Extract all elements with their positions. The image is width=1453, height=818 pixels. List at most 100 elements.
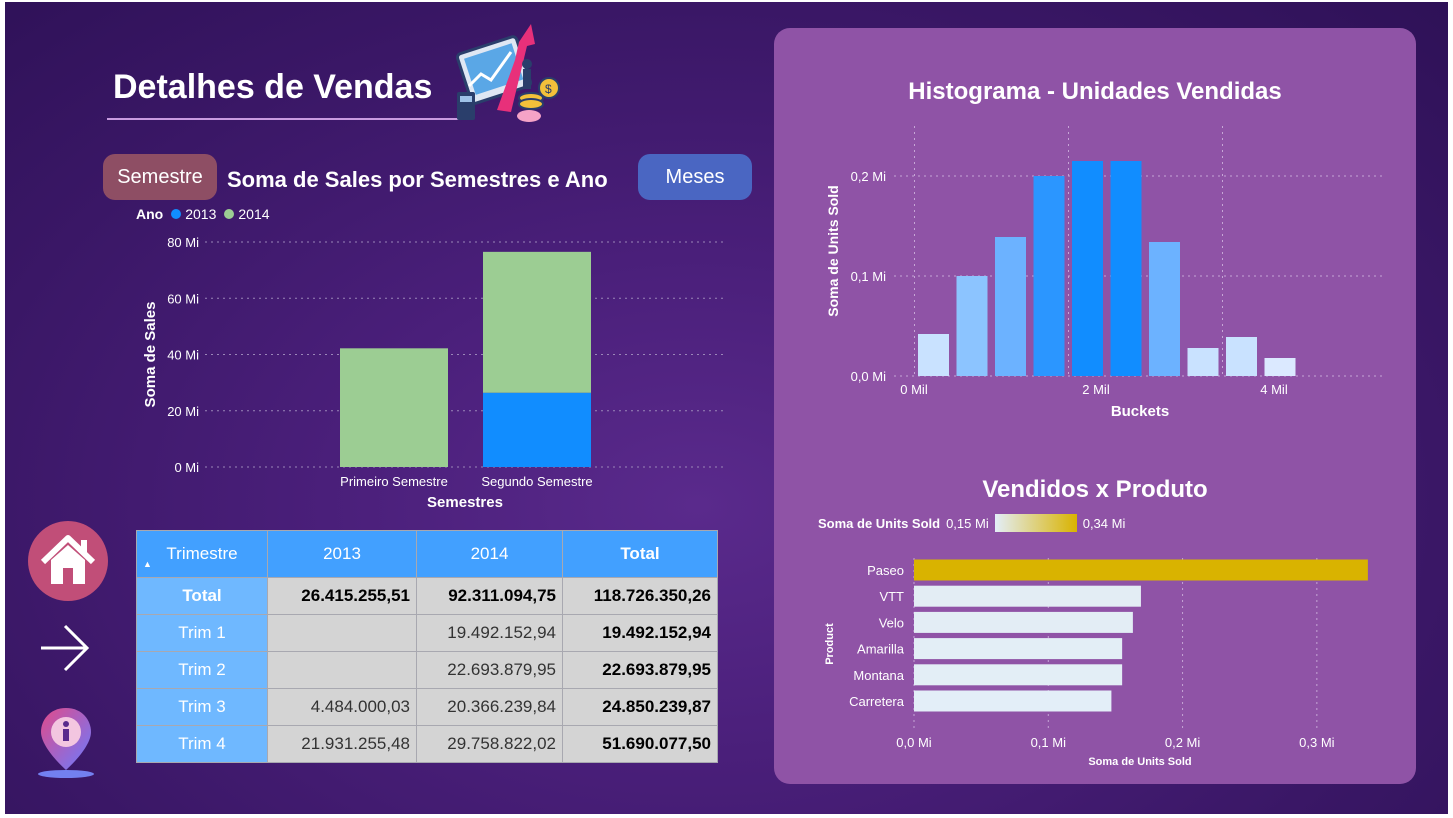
table-cell-2014: 92.311.094,75 (416, 577, 563, 615)
x-axis-title: Soma de Units Sold (1088, 756, 1191, 768)
histogram-bar (1264, 358, 1296, 376)
product-chart-legend: Soma de Units Sold 0,15 Mi 0,34 Mi (818, 514, 1125, 532)
histogram-bar (1149, 242, 1180, 376)
histogram-bar (1033, 176, 1065, 376)
y-tick-label: Velo (879, 615, 904, 630)
y-tick-label: Amarilla (857, 642, 905, 657)
histogram-bar (918, 334, 949, 376)
right-panel: Histograma - Unidades Vendidas 0,0 Mi 0,1… (774, 28, 1416, 784)
histogram-bar (956, 276, 988, 376)
table-header-2014[interactable]: 2014 (416, 530, 563, 578)
product-legend-max: 0,34 Mi (1082, 515, 1126, 531)
table-cell-2013: 4.484.000,03 (267, 688, 417, 726)
bar-2013-2 (483, 392, 591, 467)
table-cell-2013: 26.415.255,51 (267, 577, 417, 615)
table-cell-2013 (267, 651, 417, 689)
table-cell-total: 19.492.152,94 (562, 614, 718, 652)
table-row: Trim 4 21.931.255,48 29.758.822,02 51.69… (136, 725, 718, 763)
x-tick-label: 2 Mil (1082, 382, 1110, 397)
product-bar (914, 585, 1141, 607)
table-row-label: Trim 3 (136, 688, 268, 726)
x-tick-label: 0,0 Mi (896, 735, 932, 750)
product-legend-gradient (994, 514, 1077, 532)
bar-2014-2 (483, 251, 591, 393)
product-legend-title: Soma de Units Sold (818, 515, 941, 531)
y-axis-title: Soma de Units Sold (825, 185, 841, 316)
x-tick-label: 0,3 Mi (1299, 735, 1335, 750)
product-bar (914, 638, 1123, 660)
bar-2014-1 (340, 348, 448, 467)
product-bar (914, 611, 1133, 633)
sales-illustration-icon: $ (456, 24, 560, 122)
y-tick-label: 80 Mi (167, 235, 199, 250)
sales-chart-title: Soma de Sales por Semestres e Ano (227, 167, 608, 192)
table-cell-2013: 21.931.255,48 (267, 725, 417, 763)
y-tick-label: VTT (879, 589, 904, 604)
table-cell-2014: 29.758.822,02 (416, 725, 563, 763)
legend-2014-marker (224, 209, 235, 219)
y-tick-label: 0,1 Mi (851, 269, 887, 284)
legend-2014-label: 2014 (238, 206, 270, 222)
x-tick-label: Primeiro Semestre (340, 474, 448, 489)
product-bar (914, 690, 1112, 712)
table-cell-2013 (267, 614, 417, 652)
table-row-label: Trim 2 (136, 651, 268, 689)
histogram-chart: 0,0 Mi 0,1 Mi 0,2 Mi 0 Mil 2 Mil 4 Mil Buckets… (825, 126, 1384, 420)
x-axis-title: Buckets (1111, 403, 1169, 420)
table-row: Trim 3 4.484.000,03 20.366.239,84 24.850… (136, 688, 718, 726)
legend-2013-label: 2013 (185, 206, 217, 222)
table-row: Trim 1 19.492.152,94 19.492.152,94 (136, 614, 718, 652)
y-tick-label: 20 Mi (167, 404, 199, 419)
product-bar (914, 664, 1123, 686)
home-icon[interactable] (27, 520, 109, 602)
x-tick-label: Segundo Semestre (481, 474, 592, 489)
legend-2013-marker (171, 209, 182, 219)
table-header-total[interactable]: Total (562, 530, 718, 578)
info-icon[interactable] (35, 706, 97, 780)
histogram-bar (995, 237, 1026, 376)
legend-title: Ano (136, 206, 164, 222)
table-row: Trim 2 22.693.879,95 22.693.879,95 (136, 651, 718, 689)
page-title: Detalhes de Vendas (113, 68, 433, 106)
arrow-right-icon[interactable] (37, 620, 93, 676)
table-cell-2014: 20.366.239,84 (416, 688, 563, 726)
product-bar (914, 559, 1368, 581)
y-tick-label: 0 Mi (174, 460, 199, 475)
table-row-label: Trim 1 (136, 614, 268, 652)
product-chart: 0,0 Mi 0,1 Mi 0,2 Mi 0,3 Mi Paseo VTT Velo Amar… (824, 558, 1368, 768)
y-tick-label: 40 Mi (167, 348, 199, 363)
histogram-bar (1226, 337, 1257, 376)
table-cell-total: 22.693.879,95 (562, 651, 718, 689)
y-tick-label: Paseo (867, 563, 904, 578)
histogram-bar (1072, 161, 1103, 376)
y-tick-label: Montana (853, 668, 904, 683)
y-tick-label: Carretera (849, 694, 905, 709)
x-axis-title: Semestres (427, 494, 503, 511)
semestre-button[interactable]: Semestre (103, 154, 217, 200)
table-cell-total: 118.726.350,26 (562, 577, 718, 615)
quarterly-table: Trimestre ▲ 2013 2014 Total Total 26.415… (136, 530, 718, 763)
table-row-label: Total (136, 577, 268, 615)
x-tick-label: 0,1 Mi (1031, 735, 1067, 750)
x-tick-label: 0 Mil (900, 382, 928, 397)
y-tick-label: 60 Mi (167, 291, 199, 306)
histogram-bar (1110, 161, 1142, 376)
sales-chart: 0 Mi 20 Mi 40 Mi 60 Mi 80 Mi Primeiro Semestr… (142, 235, 725, 511)
table-header-trimestre[interactable]: Trimestre ▲ (136, 530, 268, 578)
table-header-2013[interactable]: 2013 (267, 530, 417, 578)
x-tick-label: 0,2 Mi (1165, 735, 1201, 750)
product-chart-title: Vendidos x Produto (982, 476, 1208, 503)
table-row-label: Trim 4 (136, 725, 268, 763)
histogram-title: Histograma - Unidades Vendidas (908, 78, 1282, 105)
y-axis-title: Soma de Sales (142, 302, 159, 408)
y-tick-label: 0,2 Mi (851, 169, 887, 184)
y-axis-title: Product (824, 623, 836, 665)
table-header-row: Trimestre ▲ 2013 2014 Total (136, 530, 718, 578)
report-canvas: Detalhes de Vendas $ Semestre Soma de Sa… (5, 2, 1448, 814)
table-header-trimestre-label: Trimestre (166, 544, 238, 563)
table-cell-2014: 22.693.879,95 (416, 651, 563, 689)
meses-button[interactable]: Meses (638, 154, 752, 200)
x-tick-label: 4 Mil (1260, 382, 1288, 397)
table-cell-total: 24.850.239,87 (562, 688, 718, 726)
sort-ascending-icon: ▲ (143, 559, 152, 569)
